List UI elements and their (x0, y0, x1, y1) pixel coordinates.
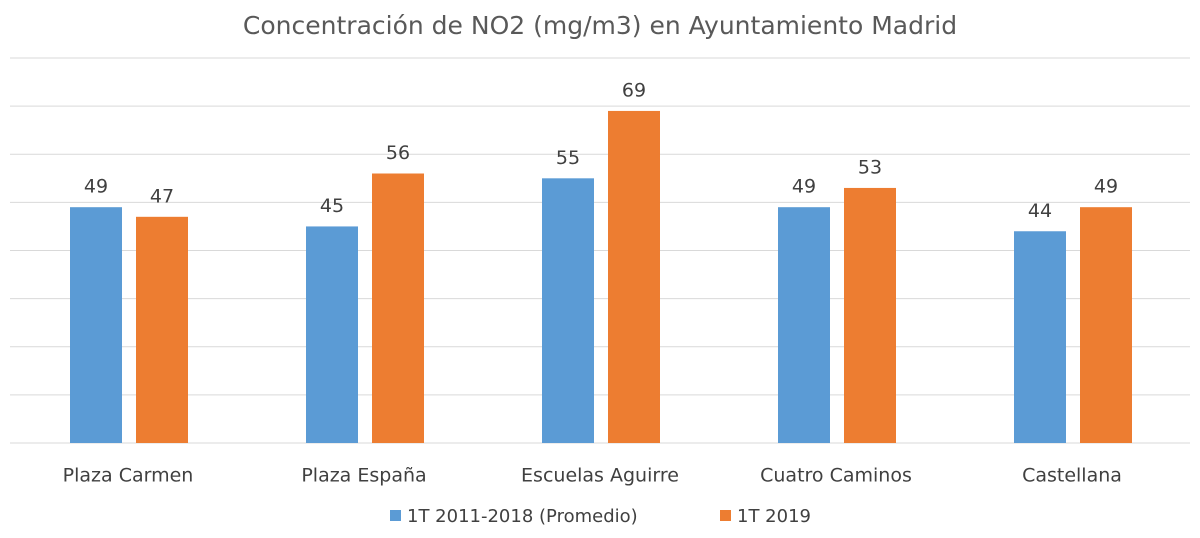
bar (70, 207, 122, 443)
legend-label: 1T 2019 (737, 506, 811, 527)
bar (778, 207, 830, 443)
legend-label: 1T 2011-2018 (Promedio) (407, 506, 638, 527)
data-label: 47 (150, 185, 174, 207)
x-tick-label: Castellana (1022, 465, 1122, 487)
bar (136, 216, 188, 443)
data-label: 55 (556, 147, 580, 169)
x-tick-label: Plaza España (301, 465, 426, 487)
data-label: 44 (1028, 200, 1052, 222)
bar (1080, 207, 1132, 443)
bar (542, 178, 594, 443)
data-label: 49 (1094, 176, 1118, 198)
data-label: 69 (622, 79, 646, 101)
x-tick-label: Escuelas Aguirre (521, 465, 679, 487)
bar (306, 226, 358, 443)
bar (1014, 231, 1066, 443)
data-label: 49 (84, 176, 108, 198)
x-tick-label: Plaza Carmen (63, 465, 194, 487)
bar (608, 110, 660, 443)
bar (372, 173, 424, 443)
chart-title: Concentración de NO2 (mg/m3) en Ayuntami… (243, 11, 957, 40)
bar (844, 187, 896, 443)
legend-swatch (720, 510, 731, 521)
data-label: 45 (320, 195, 344, 217)
x-tick-label: Cuatro Caminos (760, 465, 912, 487)
data-label: 56 (386, 142, 410, 164)
legend-swatch (390, 510, 401, 521)
data-label: 49 (792, 176, 816, 198)
data-label: 53 (858, 156, 882, 178)
